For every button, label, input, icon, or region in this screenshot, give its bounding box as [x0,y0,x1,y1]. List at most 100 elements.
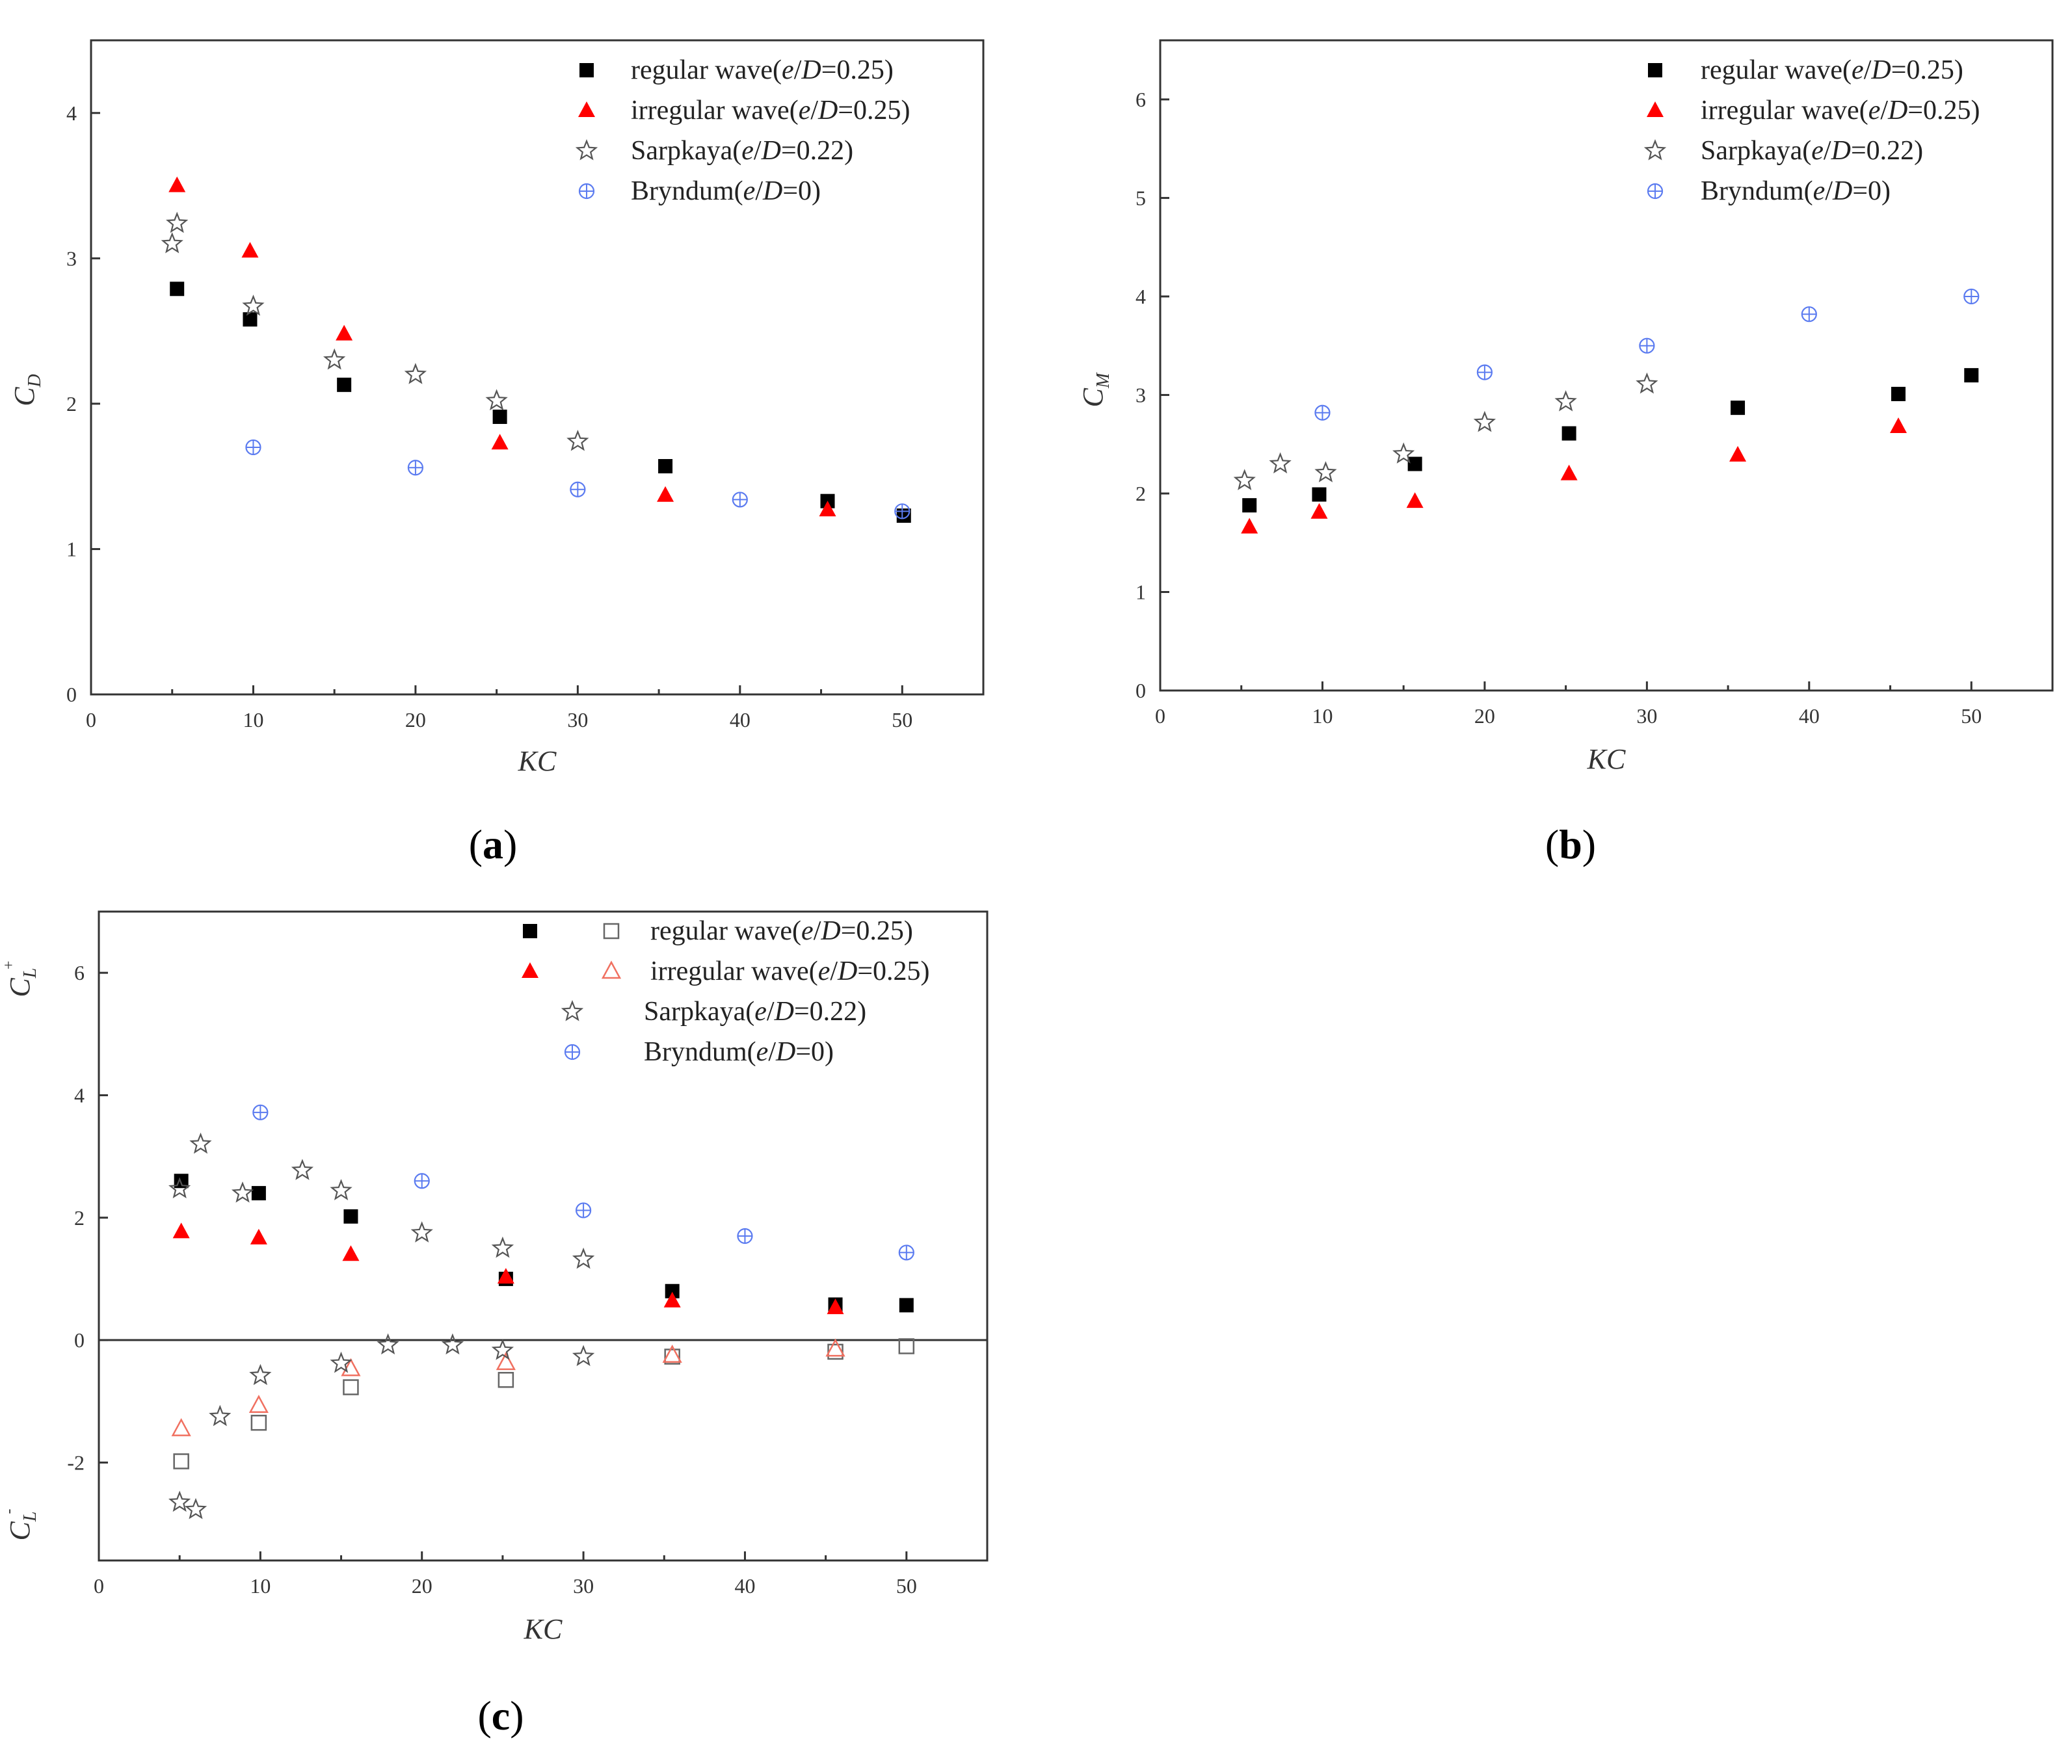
legend-marker-b-3 [1647,183,1664,200]
data-point-a-s1-4 [657,486,674,502]
data-point-c-s0-4 [665,1284,680,1298]
data-point-b-s1-2 [1406,492,1424,508]
legend-label-b-1: irregular wave(e/D=0.25) [1701,96,1980,125]
data-point-a-s1-3 [491,434,509,450]
data-point-c-s4-8 [168,1490,191,1512]
data-point-a-s3-2 [570,481,586,497]
data-point-c-s2-4 [663,1291,681,1308]
x-tick-label-c: 20 [412,1574,432,1598]
x-tick-label-b: 10 [1312,704,1333,728]
legend-label-a-0: regular wave(e/D=0.25) [631,55,894,85]
y-tick-label-c: -2 [67,1451,85,1474]
y-tick-label-a: 0 [66,683,77,706]
panel-caption-b: (b) [1545,821,1596,867]
data-point-c-s3-5 [825,1338,845,1357]
x-tick-label-b: 20 [1474,704,1495,728]
data-point-c-s3-4 [662,1344,682,1363]
data-point-b-s1-4 [1729,445,1747,462]
data-point-b-s3-0 [1314,404,1331,421]
data-point-b-s3-3 [1801,306,1817,323]
x-tick-label-b: 40 [1799,704,1820,728]
data-point-c-s4-1 [189,1132,212,1154]
data-point-c-s5-4 [898,1244,914,1261]
data-point-c-s0-6 [899,1298,914,1313]
legend-label-c-4: Sarpkaya(e/D=0.22) [644,997,866,1027]
legend-marker-b-2 [1643,138,1667,161]
x-axis-label-a: KC [518,745,557,777]
legend-marker-a-3 [578,183,595,200]
legend-label-b-2: Sarpkaya(e/D=0.22) [1701,136,1923,166]
panel-b: 0 10 20 30 40 50 0 1 2 3 4 5 6 regular wave(e/D=0.25)… [1077,39,2054,867]
legend-marker-open-c-2 [601,960,622,979]
legend-marker-c-0 [523,924,537,938]
data-point-c-s5-0 [252,1104,269,1120]
y-tick-label-b: 0 [1136,679,1146,702]
data-point-a-s0-4 [658,459,673,474]
data-point-c-s4-3 [291,1159,314,1180]
x-tick-label-c: 30 [573,1574,594,1598]
data-point-c-s2-2 [342,1245,360,1261]
data-point-b-s2-3 [1392,442,1415,464]
data-point-c-s4-0 [168,1177,191,1199]
plot-frame-a [90,39,985,696]
legend-marker-a-1 [578,101,595,117]
data-point-b-s2-5 [1554,390,1577,412]
legend-label-c-2: irregular wave(e/D=0.25) [650,956,930,986]
y-tick-label-c: 0 [74,1328,85,1352]
data-point-c-s3-3 [496,1352,516,1371]
data-point-a-s0-1 [243,312,258,327]
y-tick-label-a: 4 [66,101,77,125]
y-axis-label-bottom-c: CL- [1,1509,40,1541]
legend-marker-a-0 [579,63,594,77]
data-point-c-s5-2 [575,1202,592,1218]
x-tick-label-c: 10 [250,1574,271,1598]
data-point-a-s0-3 [492,410,507,425]
data-point-c-s4-9 [184,1497,207,1520]
data-point-c-s4-11 [249,1363,272,1386]
data-point-c-s5-3 [737,1228,753,1244]
data-point-c-s1-4 [664,1349,680,1365]
panel-caption-c: (c) [477,1692,524,1739]
legend-label-c-5: Bryndum(e/D=0) [644,1037,834,1067]
data-point-c-s2-5 [827,1298,844,1315]
x-tick-label-b: 50 [1961,704,1982,728]
legend-marker-b-0 [1648,63,1662,77]
svg-text:CD: CD [8,374,45,406]
data-point-a-s1-0 [168,176,186,192]
x-tick-label-b: 30 [1636,704,1657,728]
data-point-c-s1-5 [827,1343,843,1360]
x-tick-label-a: 20 [405,708,426,731]
y-tick-label-b: 5 [1136,186,1146,209]
data-point-c-s2-1 [250,1228,267,1244]
data-point-a-s0-6 [896,508,911,523]
legend-label-a-3: Bryndum(e/D=0) [631,176,821,206]
legend-label-c-0: regular wave(e/D=0.25) [650,916,913,946]
data-point-b-s2-6 [1636,372,1658,394]
data-point-a-s1-2 [336,324,353,341]
data-point-c-s1-3 [498,1372,514,1388]
x-axis-label-b: KC [1587,743,1626,775]
x-axis-label-c: KC [524,1613,563,1645]
data-point-a-s1-5 [819,501,836,517]
x-tick-label-c: 40 [734,1574,755,1598]
plot-frame-b [1159,39,2054,692]
data-point-a-s2-3 [323,348,346,370]
data-point-c-s2-3 [497,1268,514,1284]
legend-marker-c-4 [561,999,584,1021]
panel-a: 0 10 20 30 40 50 0 1 2 3 4 regular wave(e/D=0.25) ir… [8,39,985,867]
legend-marker-a-2 [575,138,598,161]
data-point-b-s3-2 [1639,337,1655,354]
data-point-c-s1-0 [173,1453,189,1469]
data-point-c-s1-6 [898,1338,915,1354]
legend-marker-b-1 [1647,101,1664,117]
data-point-a-s0-2 [337,377,352,392]
data-point-c-s4-14 [441,1333,464,1355]
data-point-c-s4-15 [491,1339,514,1360]
y-axis-label-top-c: CL+ [1,960,40,997]
panel-c: 0 10 20 30 40 50 -2 0 2 4 6 regular wave(e/D=0.25) i… [1,910,989,1739]
legend-label-a-1: irregular wave(e/D=0.25) [631,96,910,125]
data-point-b-s0-1 [1312,487,1327,502]
data-point-a-s2-6 [566,429,589,451]
legend-c: regular wave(e/D=0.25) irregular wave(e/D… [522,916,930,1067]
data-point-c-s4-13 [377,1333,399,1355]
